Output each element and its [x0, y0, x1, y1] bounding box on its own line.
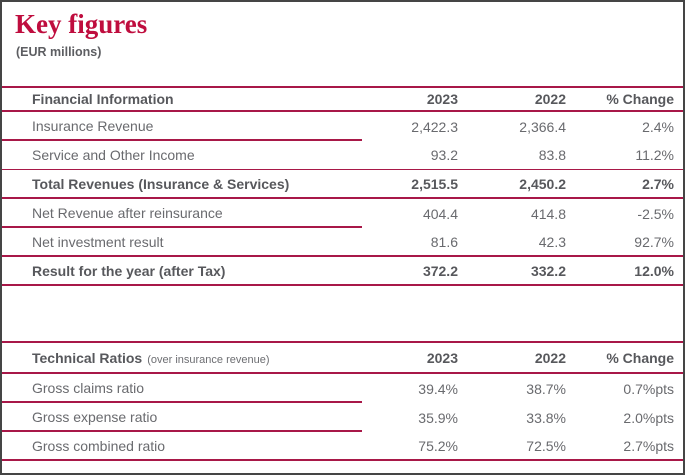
- value-2022: 83.8: [538, 147, 566, 163]
- value-2023: 75.2%: [418, 437, 458, 454]
- table-row-insurance-revenue: Insurance Revenue 2,422.3 2,366.4 2.4%: [2, 112, 683, 141]
- column-header-2022: 2022: [534, 91, 566, 107]
- value-change: 92.7%: [634, 233, 674, 250]
- value-2023: 2,422.3: [411, 118, 458, 135]
- value-change: 11.2%: [635, 147, 674, 163]
- column-header-label: Financial Information: [32, 91, 174, 107]
- row-label: Total Revenues (Insurance & Services): [32, 175, 290, 192]
- row-label: Gross combined ratio: [32, 437, 166, 454]
- page-subtitle: (EUR millions): [16, 45, 102, 59]
- row-label: Net Revenue after reinsurance: [2, 199, 362, 228]
- value-2023: 35.9%: [418, 409, 458, 426]
- financial-information-table: Financial Information 2023 2022 % Change…: [2, 86, 683, 286]
- table-row-net-revenue-after-reinsurance: Net Revenue after reinsurance 404.4 414.…: [2, 199, 683, 228]
- value-change: 2.0%pts: [623, 409, 674, 426]
- value-2022: 72.5%: [526, 437, 566, 454]
- value-2022: 38.7%: [526, 380, 566, 397]
- technical-ratios-title: Technical Ratios: [32, 349, 143, 366]
- technical-ratios-header: Technical Ratios (over insurance revenue)…: [2, 343, 683, 374]
- page-title: Key figures: [15, 9, 148, 39]
- technical-ratios-note: (over insurance revenue): [147, 353, 270, 366]
- table-row-gross-expense-ratio: Gross expense ratio 35.9% 33.8% 2.0%pts: [2, 403, 683, 432]
- value-change: 2.4%: [642, 118, 674, 135]
- value-change: 12.0%: [634, 262, 674, 279]
- value-change: 2.7%: [642, 175, 674, 192]
- value-change: 0.7%pts: [623, 380, 674, 397]
- value-2023: 2,515.5: [411, 175, 458, 192]
- table-row-net-investment-result: Net investment result 81.6 42.3 92.7%: [2, 228, 683, 257]
- column-header-change: % Change: [606, 349, 674, 366]
- value-change: 2.7%pts: [623, 437, 674, 454]
- value-2022: 332.2: [530, 262, 566, 279]
- row-label: Result for the year (after Tax): [32, 262, 226, 279]
- column-header-label: Technical Ratios (over insurance revenue): [2, 350, 362, 366]
- row-label: Gross claims ratio: [2, 374, 362, 403]
- table-row-gross-combined-ratio: Gross combined ratio 75.2% 72.5% 2.7%pts: [2, 432, 683, 461]
- value-2023: 39.4%: [418, 380, 458, 397]
- row-label: Insurance Revenue: [2, 112, 362, 141]
- value-2023: 372.2: [422, 262, 458, 279]
- row-label: Gross expense ratio: [2, 403, 362, 432]
- column-header-2022: 2022: [534, 349, 566, 366]
- value-2022: 2,450.2: [519, 175, 566, 192]
- value-change: -2.5%: [637, 205, 674, 222]
- technical-ratios-table: Technical Ratios (over insurance revenue)…: [2, 341, 683, 461]
- value-2022: 2,366.4: [519, 118, 566, 135]
- table-row-service-other-income: Service and Other Income 93.2 83.8 11.2%: [2, 141, 683, 170]
- column-header-2023: 2023: [426, 349, 458, 366]
- table-row-result-for-the-year: Result for the year (after Tax) 372.2 33…: [2, 257, 683, 286]
- column-header-change: % Change: [606, 91, 674, 107]
- financial-information-header: Financial Information 2023 2022 % Change: [2, 88, 683, 112]
- value-2022: 42.3: [538, 233, 566, 250]
- row-label: Net investment result: [32, 233, 164, 250]
- table-row-total-revenues: Total Revenues (Insurance & Services) 2,…: [2, 170, 683, 199]
- value-2023: 404.4: [422, 205, 458, 222]
- table-row-gross-claims-ratio: Gross claims ratio 39.4% 38.7% 0.7%pts: [2, 374, 683, 403]
- value-2023: 93.2: [430, 147, 458, 163]
- value-2022: 414.8: [530, 205, 566, 222]
- value-2022: 33.8%: [526, 409, 566, 426]
- column-header-2023: 2023: [426, 91, 458, 107]
- row-label: Service and Other Income: [32, 147, 195, 163]
- value-2023: 81.6: [430, 233, 458, 250]
